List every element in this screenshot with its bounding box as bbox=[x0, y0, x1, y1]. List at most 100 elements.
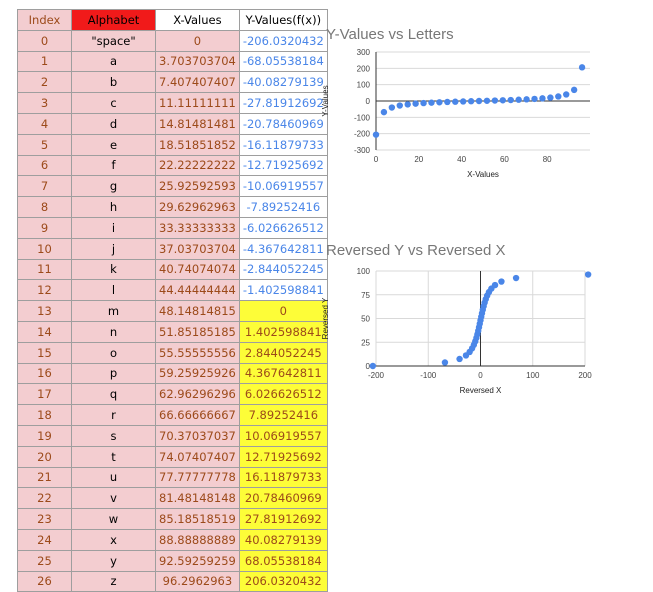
cell-y-value[interactable]: -20.78460969 bbox=[238, 112, 328, 135]
cell-y-value[interactable]: -1.402598841 bbox=[238, 279, 328, 302]
cell-x-value[interactable]: 74.07407407 bbox=[155, 445, 240, 468]
cell-alphabet[interactable]: p bbox=[71, 362, 156, 385]
cell-index[interactable]: 23 bbox=[17, 508, 72, 530]
cell-y-value[interactable]: 6.026626512 bbox=[238, 383, 328, 406]
cell-alphabet[interactable]: a bbox=[71, 50, 156, 73]
cell-y-value[interactable]: -12.71925692 bbox=[238, 154, 328, 177]
cell-y-value[interactable]: 7.89252416 bbox=[238, 404, 328, 426]
cell-index[interactable]: 14 bbox=[17, 320, 72, 343]
cell-alphabet[interactable]: g bbox=[71, 175, 156, 198]
cell-x-value[interactable]: 96.2962963 bbox=[155, 570, 240, 592]
cell-x-value[interactable]: 66.66666667 bbox=[155, 404, 240, 426]
cell-index[interactable]: 26 bbox=[17, 570, 72, 592]
cell-alphabet[interactable]: k bbox=[71, 258, 156, 281]
cell-x-value[interactable]: 44.44444444 bbox=[155, 279, 240, 302]
cell-y-value[interactable]: 10.06919557 bbox=[238, 424, 328, 447]
cell-alphabet[interactable]: "space" bbox=[71, 29, 156, 52]
cell-alphabet[interactable]: b bbox=[71, 71, 156, 94]
cell-y-value[interactable]: 1.402598841 bbox=[238, 320, 328, 343]
cell-y-value[interactable]: -27.81912692 bbox=[238, 92, 328, 114]
cell-x-value[interactable]: 62.96296296 bbox=[155, 383, 240, 406]
cell-index[interactable]: 17 bbox=[17, 383, 72, 406]
cell-x-value[interactable]: 14.81481481 bbox=[155, 112, 240, 135]
cell-index[interactable]: 19 bbox=[17, 424, 72, 447]
cell-index[interactable]: 21 bbox=[17, 466, 72, 489]
cell-y-value[interactable]: 4.367642811 bbox=[238, 362, 328, 385]
cell-alphabet[interactable]: q bbox=[71, 383, 156, 406]
cell-index[interactable]: 4 bbox=[17, 112, 72, 135]
header-x-values[interactable]: X-Values bbox=[155, 9, 240, 31]
cell-y-value[interactable]: 0 bbox=[238, 300, 328, 322]
cell-alphabet[interactable]: n bbox=[71, 320, 156, 343]
cell-x-value[interactable]: 11.11111111 bbox=[155, 92, 240, 114]
cell-alphabet[interactable]: i bbox=[71, 216, 156, 239]
cell-x-value[interactable]: 88.88888889 bbox=[155, 528, 240, 551]
cell-alphabet[interactable]: z bbox=[71, 570, 156, 592]
cell-x-value[interactable]: 37.03703704 bbox=[155, 237, 240, 260]
cell-y-value[interactable]: -68.05538184 bbox=[238, 50, 328, 73]
cell-x-value[interactable]: 59.25925926 bbox=[155, 362, 240, 385]
cell-y-value[interactable]: 20.78460969 bbox=[238, 487, 328, 510]
cell-alphabet[interactable]: u bbox=[71, 466, 156, 489]
cell-y-value[interactable]: -2.844052245 bbox=[238, 258, 328, 281]
cell-alphabet[interactable]: f bbox=[71, 154, 156, 177]
cell-x-value[interactable]: 70.37037037 bbox=[155, 424, 240, 447]
cell-y-value[interactable]: -10.06919557 bbox=[238, 175, 328, 198]
cell-alphabet[interactable]: d bbox=[71, 112, 156, 135]
cell-x-value[interactable]: 85.18518519 bbox=[155, 508, 240, 530]
cell-y-value[interactable]: 40.08279139 bbox=[238, 528, 328, 551]
cell-index[interactable]: 24 bbox=[17, 528, 72, 551]
cell-y-value[interactable]: 206.0320432 bbox=[238, 570, 328, 592]
cell-alphabet[interactable]: h bbox=[71, 196, 156, 218]
cell-y-value[interactable]: -7.89252416 bbox=[238, 196, 328, 218]
cell-x-value[interactable]: 3.703703704 bbox=[155, 50, 240, 73]
cell-y-value[interactable]: 12.71925692 bbox=[238, 445, 328, 468]
cell-y-value[interactable]: -6.026626512 bbox=[238, 216, 328, 239]
cell-x-value[interactable]: 33.33333333 bbox=[155, 216, 240, 239]
cell-index[interactable]: 20 bbox=[17, 445, 72, 468]
cell-alphabet[interactable]: c bbox=[71, 92, 156, 114]
cell-x-value[interactable]: 40.74074074 bbox=[155, 258, 240, 281]
cell-index[interactable]: 0 bbox=[17, 29, 72, 52]
cell-y-value[interactable]: 16.11879733 bbox=[238, 466, 328, 489]
cell-index[interactable]: 5 bbox=[17, 133, 72, 156]
cell-index[interactable]: 9 bbox=[17, 216, 72, 239]
cell-index[interactable]: 3 bbox=[17, 92, 72, 114]
cell-x-value[interactable]: 22.22222222 bbox=[155, 154, 240, 177]
cell-x-value[interactable]: 51.85185185 bbox=[155, 320, 240, 343]
cell-index[interactable]: 12 bbox=[17, 279, 72, 302]
cell-alphabet[interactable]: l bbox=[71, 279, 156, 302]
cell-x-value[interactable]: 29.62962963 bbox=[155, 196, 240, 218]
cell-y-value[interactable]: 2.844052245 bbox=[238, 341, 328, 364]
cell-x-value[interactable]: 77.77777778 bbox=[155, 466, 240, 489]
cell-alphabet[interactable]: w bbox=[71, 508, 156, 530]
header-index[interactable]: Index bbox=[17, 9, 72, 31]
cell-y-value[interactable]: -206.0320432 bbox=[238, 29, 328, 52]
cell-x-value[interactable]: 48.14814815 bbox=[155, 300, 240, 322]
cell-index[interactable]: 8 bbox=[17, 196, 72, 218]
cell-alphabet[interactable]: v bbox=[71, 487, 156, 510]
cell-alphabet[interactable]: r bbox=[71, 404, 156, 426]
cell-index[interactable]: 18 bbox=[17, 404, 72, 426]
cell-x-value[interactable]: 92.59259259 bbox=[155, 549, 240, 572]
cell-index[interactable]: 7 bbox=[17, 175, 72, 198]
cell-x-value[interactable]: 7.407407407 bbox=[155, 71, 240, 94]
cell-alphabet[interactable]: m bbox=[71, 300, 156, 322]
cell-index[interactable]: 10 bbox=[17, 237, 72, 260]
cell-y-value[interactable]: 27.81912692 bbox=[238, 508, 328, 530]
cell-alphabet[interactable]: x bbox=[71, 528, 156, 551]
cell-alphabet[interactable]: j bbox=[71, 237, 156, 260]
cell-index[interactable]: 11 bbox=[17, 258, 72, 281]
cell-index[interactable]: 15 bbox=[17, 341, 72, 364]
cell-alphabet[interactable]: o bbox=[71, 341, 156, 364]
cell-index[interactable]: 16 bbox=[17, 362, 72, 385]
cell-index[interactable]: 22 bbox=[17, 487, 72, 510]
cell-y-value[interactable]: -16.11879733 bbox=[238, 133, 328, 156]
header-y-values[interactable]: Y-Values(f(x)) bbox=[238, 9, 328, 31]
cell-y-value[interactable]: -4.367642811 bbox=[238, 237, 328, 260]
cell-y-value[interactable]: -40.08279139 bbox=[238, 71, 328, 94]
cell-alphabet[interactable]: s bbox=[71, 424, 156, 447]
cell-index[interactable]: 1 bbox=[17, 50, 72, 73]
cell-alphabet[interactable]: e bbox=[71, 133, 156, 156]
cell-x-value[interactable]: 81.48148148 bbox=[155, 487, 240, 510]
